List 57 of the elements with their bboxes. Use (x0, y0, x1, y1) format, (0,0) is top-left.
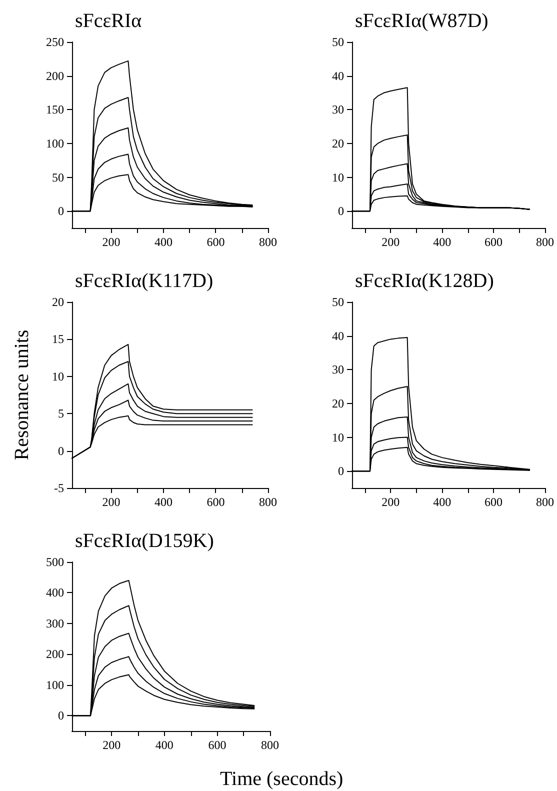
y-tick-label: 0 (58, 204, 64, 218)
x-tick-label: 600 (208, 738, 226, 752)
x-tick-label: 400 (433, 235, 452, 249)
x-tick-label: 400 (433, 495, 452, 509)
chart-title: sFcεRIα(K117D) (75, 270, 214, 292)
x-tick-label: 200 (382, 235, 400, 249)
y-tick-label: 0 (58, 708, 64, 723)
y-tick-label: 200 (46, 647, 64, 662)
y-tick-label: 50 (332, 35, 344, 49)
x-axis-title: Time (seconds) (220, 768, 344, 790)
y-tick-label: 200 (46, 68, 64, 83)
x-tick-label: 600 (484, 495, 503, 509)
y-tick-label: 0 (338, 204, 344, 218)
y-tick-label: 10 (52, 369, 64, 384)
y-tick-label: 30 (332, 102, 344, 117)
y-tick-label: 300 (46, 616, 64, 630)
y-tick-label: 500 (46, 555, 64, 569)
y-tick-label: -5 (54, 481, 64, 495)
x-tick-label: 400 (155, 738, 174, 752)
y-tick-label: 250 (46, 35, 64, 49)
y-tick-label: 30 (332, 362, 344, 377)
x-tick-label: 600 (484, 235, 503, 249)
y-tick-label: 5 (58, 406, 64, 421)
chart-title: sFcεRIα(K128D) (355, 270, 494, 292)
y-tick-label: 20 (52, 295, 64, 309)
x-tick-label: 200 (102, 738, 121, 752)
x-tick-label: 200 (102, 495, 120, 509)
y-tick-label: 100 (46, 136, 64, 150)
chart-title: sFcεRIα (75, 10, 142, 32)
chart-title: sFcεRIα(D159K) (75, 530, 214, 552)
x-tick-label: 600 (206, 235, 225, 249)
x-tick-label: 200 (382, 495, 400, 509)
y-tick-label: 20 (332, 396, 344, 410)
x-tick-label: 200 (102, 235, 120, 249)
x-tick-label: 400 (154, 235, 172, 249)
y-tick-label: 50 (332, 295, 344, 309)
y-axis-title: Resonance units (11, 330, 33, 460)
y-tick-label: 10 (332, 170, 344, 184)
y-tick-label: 400 (46, 586, 64, 600)
y-tick-label: 0 (58, 444, 64, 458)
x-tick-label: 800 (536, 235, 554, 249)
y-tick-label: 40 (332, 68, 344, 83)
x-tick-label: 400 (154, 495, 172, 509)
x-tick-label: 800 (259, 495, 277, 509)
y-tick-label: 10 (332, 430, 344, 444)
y-tick-label: 50 (52, 170, 64, 184)
x-tick-label: 800 (259, 235, 277, 249)
y-tick-label: 100 (46, 678, 64, 692)
x-tick-label: 800 (536, 495, 554, 509)
y-tick-label: 15 (52, 332, 64, 346)
y-tick-label: 0 (338, 464, 344, 478)
y-tick-label: 40 (332, 328, 344, 343)
x-tick-label: 800 (261, 738, 279, 752)
chart-title: sFcεRIα(W87D) (355, 10, 488, 32)
y-tick-label: 20 (332, 136, 344, 150)
x-tick-label: 600 (206, 495, 225, 509)
y-tick-label: 150 (46, 102, 64, 117)
